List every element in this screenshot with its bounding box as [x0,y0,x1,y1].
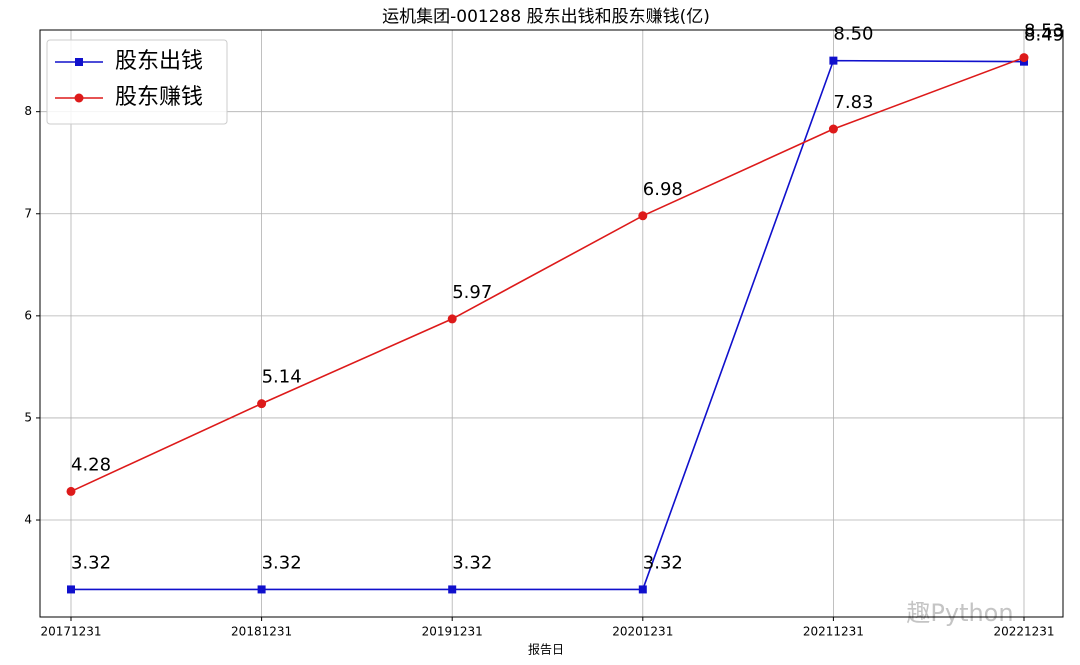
data-point [448,585,457,594]
legend-marker [74,93,84,103]
x-tick-label: 20181231 [231,625,292,639]
plot-frame [39,29,1064,618]
data-label: 8.50 [833,24,873,45]
data-point [828,124,838,134]
data-label: 5.97 [452,282,492,303]
data-point [257,585,266,594]
data-label: 8.53 [1024,21,1064,42]
x-tick-label: 20171231 [40,625,101,639]
data-point [67,585,75,594]
data-label: 3.32 [452,552,492,573]
data-point [1019,53,1029,63]
data-point [447,314,457,324]
data-point [638,211,648,221]
data-label: 3.32 [71,552,111,573]
data-label: 5.14 [262,367,302,388]
series-line [71,59,1025,591]
x-tick-label: 20191231 [422,625,483,639]
x-axis-label: 报告日 [528,642,564,657]
data-label: 6.98 [643,179,683,200]
y-tick-label: 7 [24,206,32,220]
data-label: 8.49 [1024,25,1064,46]
legend-label: 股东赚钱 [115,85,203,110]
x-tick-label: 20221231 [993,625,1054,639]
x-tick-label: 20211231 [803,625,864,639]
legend-marker [75,58,83,66]
data-point [66,486,76,496]
y-tick-label: 5 [24,410,32,424]
y-tick-label: 6 [24,308,32,322]
y-tick-label: 8 [24,104,32,118]
legend-box [46,39,228,125]
chart-title: 运机集团-001288 股东出钱和股东赚钱(亿) [382,7,710,27]
watermark: 趣Python [906,599,1013,627]
data-point [257,399,267,409]
data-label: 3.32 [643,552,683,573]
data-point [829,56,838,65]
data-label: 3.32 [262,552,302,573]
data-label: 4.28 [71,454,111,475]
series-line [70,56,1025,493]
data-point [638,585,647,594]
x-tick-label: 20201231 [612,625,673,639]
data-label: 7.83 [833,92,873,113]
y-tick-label: 4 [24,513,32,527]
legend-label: 股东出钱 [115,49,203,74]
